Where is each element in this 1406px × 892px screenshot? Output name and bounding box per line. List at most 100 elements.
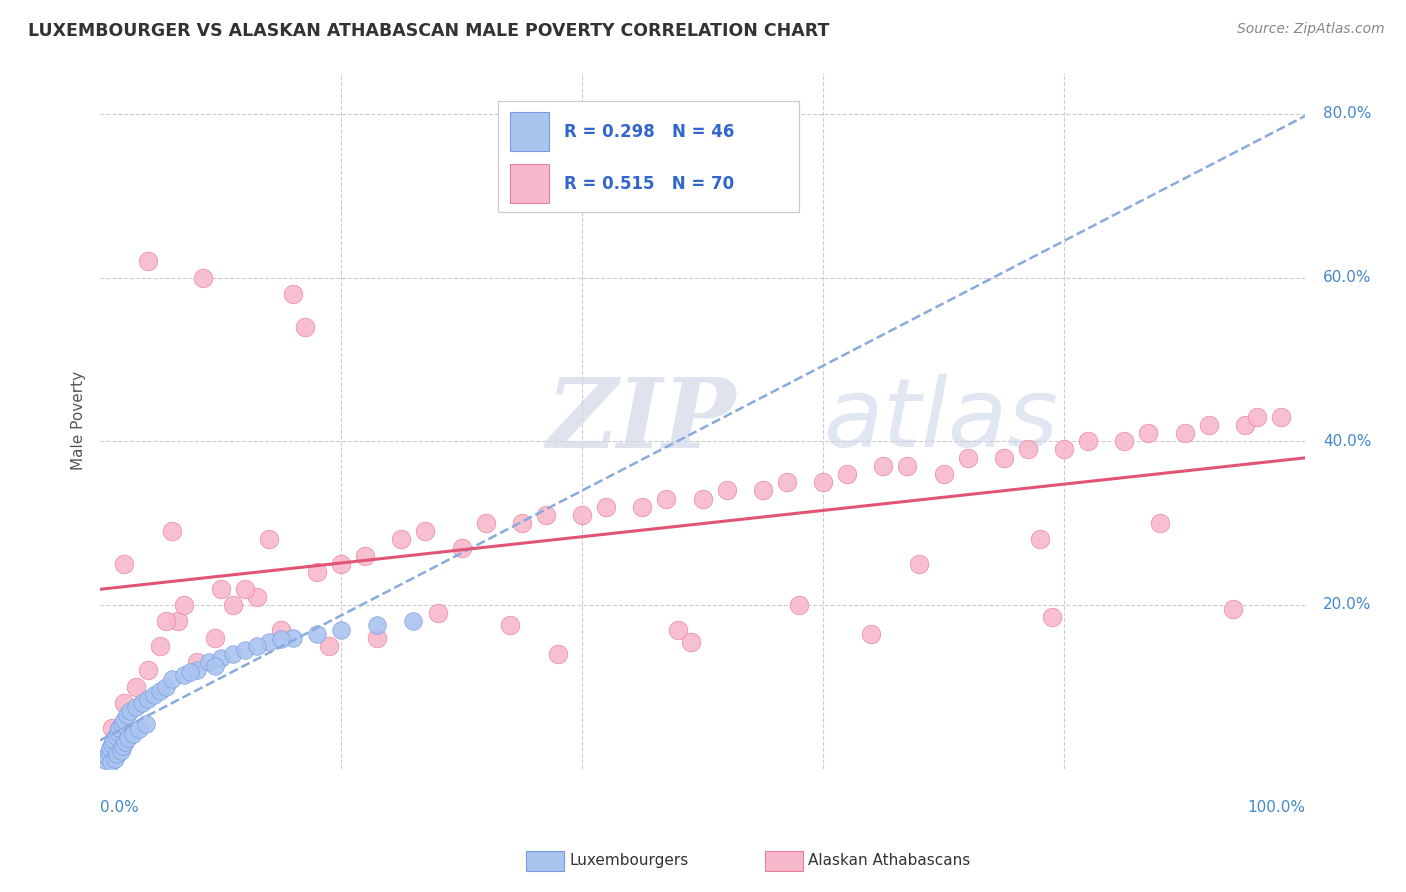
- Point: [204, 659, 226, 673]
- Point: [173, 598, 195, 612]
- Point: [1222, 602, 1244, 616]
- Point: [679, 635, 702, 649]
- Point: [330, 557, 353, 571]
- Point: [908, 557, 931, 571]
- Point: [1198, 417, 1220, 432]
- Point: [811, 475, 834, 490]
- Point: [111, 739, 134, 753]
- Point: [330, 623, 353, 637]
- Point: [162, 672, 184, 686]
- Point: [128, 723, 150, 737]
- Text: atlas: atlas: [823, 375, 1059, 467]
- Point: [143, 688, 166, 702]
- Point: [209, 651, 232, 665]
- Point: [354, 549, 377, 563]
- Point: [1137, 426, 1160, 441]
- Point: [257, 635, 280, 649]
- Point: [474, 516, 496, 530]
- Point: [305, 626, 328, 640]
- Point: [932, 467, 955, 481]
- Point: [281, 287, 304, 301]
- Point: [204, 631, 226, 645]
- Point: [94, 754, 117, 768]
- Text: LUXEMBOURGER VS ALASKAN ATHABASCAN MALE POVERTY CORRELATION CHART: LUXEMBOURGER VS ALASKAN ATHABASCAN MALE …: [28, 22, 830, 40]
- Point: [305, 566, 328, 580]
- Point: [191, 270, 214, 285]
- Point: [318, 639, 340, 653]
- Point: [655, 491, 678, 506]
- Point: [450, 541, 472, 555]
- Text: 40.0%: 40.0%: [1323, 434, 1371, 449]
- Point: [1029, 533, 1052, 547]
- Y-axis label: Male Poverty: Male Poverty: [72, 371, 86, 470]
- Point: [415, 524, 437, 539]
- Text: 60.0%: 60.0%: [1323, 270, 1372, 285]
- Point: [96, 749, 118, 764]
- Point: [402, 615, 425, 629]
- Point: [510, 516, 533, 530]
- Point: [221, 598, 243, 612]
- Point: [233, 582, 256, 596]
- Point: [668, 623, 690, 637]
- Point: [136, 664, 159, 678]
- Point: [108, 721, 131, 735]
- Point: [270, 632, 292, 647]
- Point: [197, 655, 219, 669]
- Point: [101, 737, 124, 751]
- Point: [1233, 417, 1256, 432]
- Point: [257, 533, 280, 547]
- Point: [547, 647, 569, 661]
- Point: [366, 631, 388, 645]
- Point: [100, 755, 122, 769]
- Point: [860, 626, 883, 640]
- Point: [112, 557, 135, 571]
- Point: [294, 319, 316, 334]
- Point: [155, 680, 177, 694]
- Point: [209, 582, 232, 596]
- Point: [246, 590, 269, 604]
- Point: [112, 696, 135, 710]
- Point: [1149, 516, 1171, 530]
- Point: [233, 643, 256, 657]
- Point: [270, 623, 292, 637]
- Point: [162, 524, 184, 539]
- Text: 20.0%: 20.0%: [1323, 598, 1371, 613]
- Point: [114, 735, 136, 749]
- Point: [149, 684, 172, 698]
- Point: [125, 680, 148, 694]
- Point: [956, 450, 979, 465]
- Point: [221, 647, 243, 661]
- Text: ZIP: ZIP: [546, 374, 735, 467]
- Point: [107, 724, 129, 739]
- Point: [120, 704, 142, 718]
- Text: 0.0%: 0.0%: [100, 800, 139, 815]
- Point: [1114, 434, 1136, 449]
- Point: [117, 731, 139, 745]
- Point: [426, 606, 449, 620]
- Point: [993, 450, 1015, 465]
- Point: [179, 665, 201, 679]
- Point: [752, 483, 775, 498]
- Point: [186, 664, 208, 678]
- Text: Alaskan Athabascans: Alaskan Athabascans: [808, 854, 970, 868]
- Point: [101, 721, 124, 735]
- Point: [896, 458, 918, 473]
- Point: [135, 716, 157, 731]
- Point: [1174, 426, 1197, 441]
- Point: [105, 747, 128, 761]
- Point: [1017, 442, 1039, 457]
- Point: [155, 615, 177, 629]
- Point: [115, 708, 138, 723]
- Point: [281, 631, 304, 645]
- Point: [246, 639, 269, 653]
- Point: [571, 508, 593, 522]
- Point: [692, 491, 714, 506]
- Point: [149, 639, 172, 653]
- Point: [716, 483, 738, 498]
- Point: [173, 667, 195, 681]
- Text: 100.0%: 100.0%: [1247, 800, 1305, 815]
- Point: [121, 727, 143, 741]
- Point: [97, 745, 120, 759]
- Point: [776, 475, 799, 490]
- Text: Source: ZipAtlas.com: Source: ZipAtlas.com: [1237, 22, 1385, 37]
